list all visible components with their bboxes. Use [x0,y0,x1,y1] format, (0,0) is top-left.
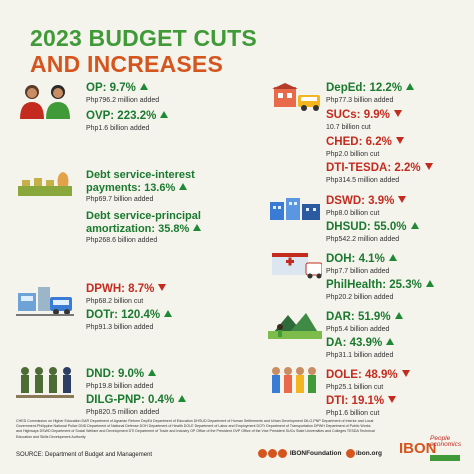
increase-arrow-icon [406,83,415,90]
decrease-arrow-icon [398,196,407,203]
debt-principal-label-line2: amortization: 35.8% [86,224,202,235]
hospital-icon [272,253,322,279]
ovp-amount: Php1.6 billion added [86,124,150,132]
youtube-icon [278,449,287,458]
people-economics-logo: People economics [430,435,462,448]
sucs-label: SUCs: 9.9% [326,109,402,122]
philhealth-label: PhilHealth: 25.3% [326,279,434,292]
dti-tesda-amount: Php314.5 million added [326,176,400,184]
people-economics-badge [430,455,460,461]
increase-arrow-icon [139,83,148,90]
doh-label: DOH: 4.1% [326,253,397,266]
dilg-pnp-label: DILG-PNP: 0.4% [86,394,187,407]
dotr-amount: Php91.3 billion added [86,323,154,331]
debt-interest-label-line1: Debt service-interest [86,169,195,181]
dti-label: DTI: 19.1% [326,395,397,408]
houses-icon [270,198,320,220]
workers-icon [272,367,316,393]
dole-amount: Php25.1 billion cut [326,383,384,391]
increase-arrow-icon [179,183,188,190]
philhealth-amount: Php20.2 billion added [326,293,394,301]
op-label: OP: 9.7% [86,82,159,95]
sucs-amount: 10.7 billion cut [326,123,371,131]
increase-arrow-icon [164,310,173,317]
op-amount: Php796.2 million added [86,96,160,104]
school-bus-icon [272,83,320,111]
dti-tesda-label: DTI-TESDA: 2.2% [326,162,433,175]
source-note: SOURCE: Department of Budget and Managem… [16,452,153,458]
social-handle[interactable]: IBONFoundation [258,449,341,458]
debt-principal-label-line1: Debt service-principal [86,210,201,222]
da-label: DA: 43.9% [326,337,395,350]
farm-icon [268,313,322,339]
globe-icon [346,449,355,458]
dhsud-label: DHSUD: 55.0% [326,221,419,234]
dpwh-amount: Php68.2 billion cut [86,297,144,305]
dhsud-amount: Php542.2 million added [326,235,400,243]
twitter-icon [268,449,277,458]
title-line-1: 2023 BUDGET CUTS [30,25,257,51]
dar-amount: Php5.4 billion added [326,325,390,333]
decrease-arrow-icon [401,370,410,377]
decrease-arrow-icon [395,137,404,144]
dnd-amount: Php19.8 billion added [86,382,154,390]
soldiers-icon [16,367,74,398]
debt-principal-amount: Php268.6 billion added [86,237,158,244]
money-bag-icon [18,172,72,196]
doh-amount: Php7.7 billion added [326,267,390,275]
deped-amount: Php77.3 billion added [326,96,394,104]
ovp-label: OVP: 223.2% [86,110,169,123]
increase-arrow-icon [193,224,202,231]
dti-amount: Php1.6 billion cut [326,409,380,417]
dotr-label: DOTr: 120.4% [86,309,173,322]
officials-icon [20,85,70,119]
increase-arrow-icon [388,254,397,261]
dar-label: DAR: 51.9% [326,311,403,324]
decrease-arrow-icon [393,110,402,117]
dswd-label: DSWD: 3.9% [326,195,407,208]
website-link[interactable]: ibon.org [346,449,382,458]
facebook-icon [258,449,267,458]
dole-label: DOLE: 48.9% [326,369,410,382]
deped-label: DepEd: 12.2% [326,82,415,95]
increase-arrow-icon [178,395,187,402]
dpwh-label: DPWH: 8.7% [86,283,167,296]
ched-label: CHED: 6.2% [326,136,404,149]
title-line-2: AND INCREASES [30,51,224,77]
ibon-logo: IBON [399,440,437,457]
decrease-arrow-icon [424,163,433,170]
abbreviations-note: CHED Commission on Higher Education DAR … [16,419,375,439]
decrease-arrow-icon [388,396,397,403]
increase-arrow-icon [394,312,403,319]
increase-arrow-icon [410,222,419,229]
increase-arrow-icon [386,338,395,345]
dilg-pnp-amount: Php820.5 million added [86,408,160,416]
increase-arrow-icon [148,369,157,376]
increase-arrow-icon [425,280,434,287]
ched-amount: Php2.0 billion cut [326,150,380,158]
dswd-amount: Php8.0 billion cut [326,209,380,217]
dnd-label: DND: 9.0% [86,368,157,381]
debt-interest-label-line2: payments: 13.6% [86,183,195,194]
debt-interest-amount: Php69.7 billion added [86,196,154,203]
increase-arrow-icon [160,111,169,118]
da-amount: Php31.1 billion added [326,351,394,359]
decrease-arrow-icon [158,284,167,291]
construction-bus-icon [16,287,74,316]
